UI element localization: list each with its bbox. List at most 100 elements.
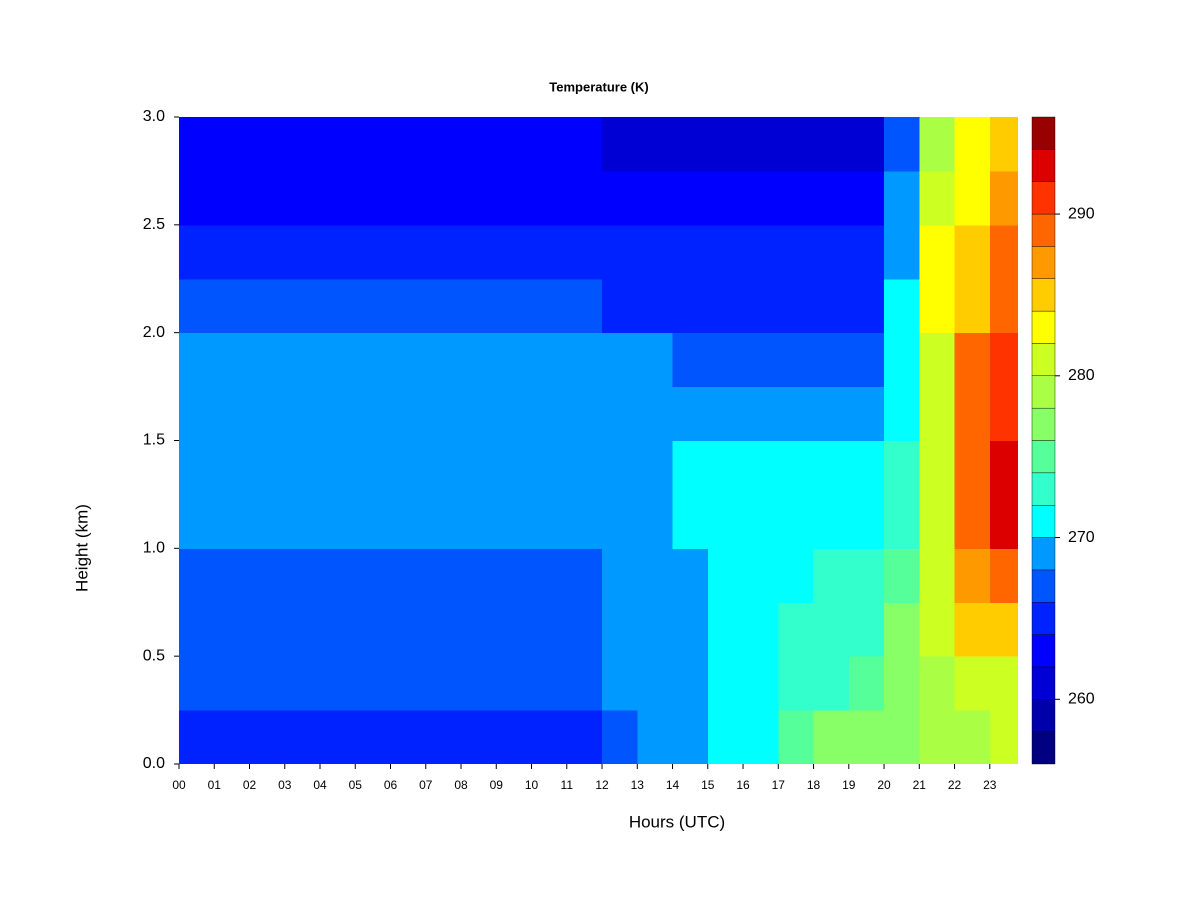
heatmap-cell xyxy=(320,224,356,280)
heatmap-cell xyxy=(813,656,850,711)
heatmap-cell xyxy=(954,548,991,603)
heatmap-cell xyxy=(390,117,427,172)
heatmap-cell xyxy=(496,548,533,603)
heatmap-cell xyxy=(355,494,392,549)
heatmap-cell xyxy=(390,602,427,657)
heatmap-cell xyxy=(637,656,674,711)
heatmap-cell xyxy=(284,710,321,764)
x-tick-label: 07 xyxy=(419,778,433,792)
x-tick-label: 04 xyxy=(313,778,327,792)
heatmap-cell xyxy=(425,278,462,334)
heatmap-cell xyxy=(672,170,709,226)
heatmap-cell xyxy=(179,117,215,172)
heatmap-cell xyxy=(425,332,462,388)
heatmap-cell xyxy=(531,602,568,657)
heatmap-cell xyxy=(954,278,991,334)
heatmap-cell xyxy=(214,332,251,388)
heatmap-cell xyxy=(355,710,392,764)
heatmap-cell xyxy=(743,548,779,603)
y-axis-label: Height (km) xyxy=(72,504,91,592)
heatmap-cell xyxy=(743,602,779,657)
heatmap-cell xyxy=(637,602,674,657)
heatmap-cell xyxy=(637,548,674,603)
heatmap-cell xyxy=(672,332,709,388)
heatmap-cell xyxy=(390,494,427,549)
heatmap-cell xyxy=(355,656,392,711)
heatmap-cell xyxy=(848,170,885,226)
heatmap-cell xyxy=(355,440,392,495)
heatmap-cell xyxy=(425,170,462,226)
heatmap-cell xyxy=(249,170,286,226)
heatmap-cell xyxy=(320,332,356,388)
heatmap-cell xyxy=(320,710,356,764)
heatmap-cell xyxy=(954,117,991,172)
colorbar-band xyxy=(1031,440,1056,474)
colorbar-band xyxy=(1031,537,1056,571)
heatmap-cell xyxy=(249,440,286,495)
heatmap-cell xyxy=(461,278,497,334)
heatmap-cell xyxy=(919,656,956,711)
heatmap-cell xyxy=(778,602,815,657)
heatmap-cell xyxy=(813,170,850,226)
heatmap-cell xyxy=(884,224,920,280)
x-tick-label: 17 xyxy=(772,778,786,792)
heatmap-cell xyxy=(813,117,850,172)
heatmap-cell xyxy=(602,224,638,280)
x-tick-label: 23 xyxy=(983,778,997,792)
heatmap-cell xyxy=(884,117,920,172)
heatmap-cell xyxy=(602,278,638,334)
y-tick-label: 3.0 xyxy=(143,108,165,125)
colorbar-band xyxy=(1031,181,1056,215)
heatmap-cell xyxy=(919,117,956,172)
heatmap-cell xyxy=(884,548,920,603)
heatmap-cell xyxy=(461,656,497,711)
heatmap-cell xyxy=(954,386,991,441)
heatmap-cell xyxy=(954,710,991,764)
heatmap-cell xyxy=(954,332,991,388)
heatmap-cell xyxy=(355,386,392,441)
heatmap-cell xyxy=(531,117,568,172)
heatmap-cell xyxy=(672,224,709,280)
heatmap-cell xyxy=(566,224,603,280)
heatmap-cell xyxy=(848,332,885,388)
heatmap-cell xyxy=(637,386,674,441)
heatmap-cell xyxy=(954,440,991,495)
heatmap-cell xyxy=(355,170,392,226)
x-tick-label: 02 xyxy=(243,778,257,792)
heatmap-cell xyxy=(707,710,744,764)
heatmap-cell xyxy=(672,386,709,441)
heatmap-cell xyxy=(214,494,251,549)
heatmap-cell xyxy=(179,224,215,280)
heatmap-cell xyxy=(214,170,251,226)
x-tick-label: 21 xyxy=(913,778,927,792)
heatmap-cell xyxy=(743,494,779,549)
colorbar-band xyxy=(1031,602,1056,635)
heatmap-cell xyxy=(355,278,392,334)
heatmap-cell xyxy=(249,710,286,764)
heatmap-cell xyxy=(813,602,850,657)
heatmap-cell xyxy=(496,332,533,388)
heatmap-cell xyxy=(320,386,356,441)
heatmap-cell xyxy=(989,710,1018,764)
heatmap-cell xyxy=(461,224,497,280)
heatmap-cell xyxy=(425,224,462,280)
colorbar-tick-label: 270 xyxy=(1068,529,1095,546)
heatmap-cell xyxy=(461,710,497,764)
heatmap-cell xyxy=(355,117,392,172)
colorbar-band xyxy=(1031,634,1056,668)
heatmap-cell xyxy=(848,278,885,334)
heatmap-cell xyxy=(425,710,462,764)
heatmap-cell xyxy=(672,656,709,711)
heatmap-cell xyxy=(743,656,779,711)
heatmap-cell xyxy=(496,117,533,172)
heatmap-cell xyxy=(919,440,956,495)
heatmap-cell xyxy=(637,170,674,226)
heatmap-cell xyxy=(707,117,744,172)
heatmap-cell xyxy=(954,170,991,226)
heatmap-cell xyxy=(813,332,850,388)
heatmap-cell xyxy=(884,170,920,226)
heatmap-cell xyxy=(989,332,1018,388)
colorbar-band xyxy=(1031,149,1056,182)
colorbar-band xyxy=(1031,699,1056,732)
heatmap-cell xyxy=(848,440,885,495)
